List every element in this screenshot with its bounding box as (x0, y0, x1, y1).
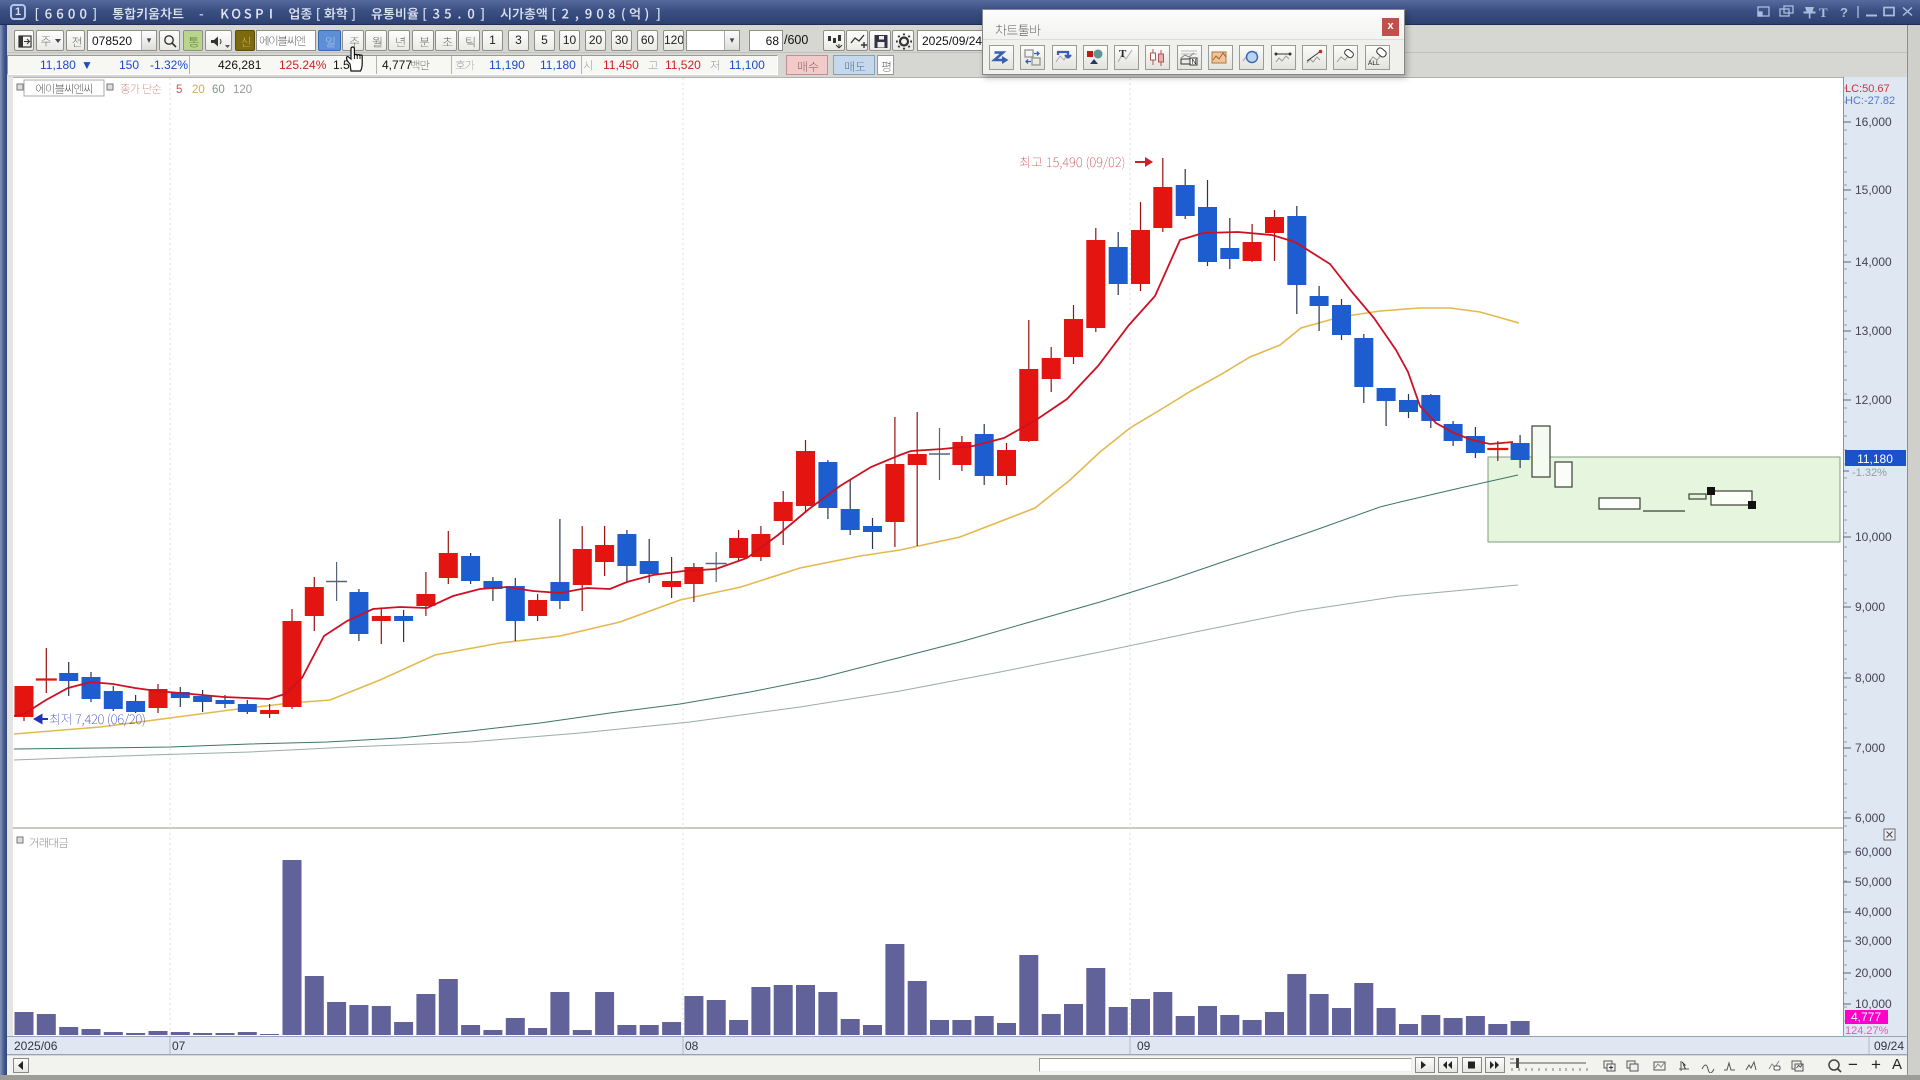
svg-text:10,000: 10,000 (1855, 997, 1892, 1011)
svg-text:50,000: 50,000 (1855, 875, 1892, 889)
svg-text:15,000: 15,000 (1855, 183, 1892, 197)
svg-text:16,000: 16,000 (1855, 115, 1892, 129)
svg-text:N: N (1192, 59, 1197, 66)
svg-text:9,000: 9,000 (1855, 600, 1885, 614)
svg-text:13,000: 13,000 (1855, 324, 1892, 338)
svg-text:6,000: 6,000 (1855, 811, 1885, 825)
svg-text:124.27%: 124.27% (1845, 1025, 1889, 1037)
svg-text:8,000: 8,000 (1855, 671, 1885, 685)
svg-text:120: 120 (233, 84, 252, 96)
svg-text:20: 20 (192, 84, 205, 96)
svg-text:?: ? (1840, 5, 1848, 20)
svg-text:10,000: 10,000 (1855, 530, 1892, 544)
svg-text:09/24: 09/24 (1874, 1039, 1904, 1053)
svg-text:2025/06: 2025/06 (14, 1039, 58, 1053)
svg-text:60,000: 60,000 (1855, 845, 1892, 859)
svg-text:T: T (1119, 48, 1127, 60)
svg-text:-1.32%: -1.32% (1852, 467, 1887, 479)
svg-text:60: 60 (212, 84, 225, 96)
svg-text:5: 5 (176, 84, 182, 96)
svg-text:12,000: 12,000 (1855, 393, 1892, 407)
svg-text:T: T (1819, 5, 1828, 20)
svg-text:09: 09 (1137, 1039, 1151, 1053)
svg-text:HC:-27.82: HC:-27.82 (1845, 95, 1895, 107)
svg-text:40,000: 40,000 (1855, 905, 1892, 919)
svg-text:30,000: 30,000 (1855, 934, 1892, 948)
svg-text:11,180: 11,180 (1857, 452, 1893, 466)
svg-text:7,000: 7,000 (1855, 741, 1885, 755)
svg-text:07: 07 (172, 1039, 186, 1053)
svg-text:08: 08 (685, 1039, 699, 1053)
svg-text:ALL: ALL (1368, 60, 1380, 67)
svg-text:20,000: 20,000 (1855, 966, 1892, 980)
svg-text:LC:50.67: LC:50.67 (1845, 83, 1890, 95)
svg-text:4,777: 4,777 (1851, 1010, 1881, 1024)
svg-text:14,000: 14,000 (1855, 255, 1892, 269)
